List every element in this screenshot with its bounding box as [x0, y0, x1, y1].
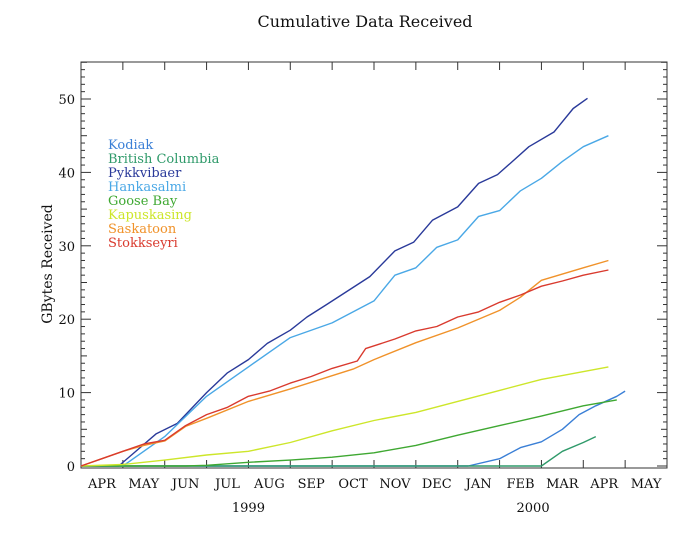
y-axis-label: GBytes Received: [40, 204, 56, 324]
y-tick-label: 0: [67, 460, 75, 475]
x-tick-label: JAN: [464, 477, 492, 492]
series-line-goose-bay: [81, 399, 617, 467]
x-tick-label: SEP: [298, 477, 325, 492]
series-line-stokkseyri: [80, 269, 609, 467]
series-line-hankasalmi: [81, 135, 609, 467]
legend-entry: Goose Bay: [108, 194, 178, 209]
x-tick-label: AUG: [253, 477, 285, 492]
y-tick-label: 50: [58, 93, 75, 108]
series-line-saskatoon: [80, 259, 609, 467]
x-tick-label: OCT: [338, 477, 368, 492]
year-label: 1999: [232, 501, 265, 516]
axis-ticks: 0 10 20 30 40 50 APR MAY JUN JUL AUG SEP OCT NOV DEC JA…: [58, 61, 668, 516]
legend-entry: Saskatoon: [108, 222, 177, 237]
chart-title: Cumulative Data Received: [257, 12, 472, 31]
legend-entry: Kapuskasing: [108, 208, 192, 223]
x-tick-label: MAY: [631, 477, 662, 492]
y-tick-label: 10: [58, 387, 75, 402]
y-tick-label: 20: [58, 313, 75, 328]
series-lines: [80, 97, 626, 467]
series-line-british-columbia: [81, 435, 597, 467]
series-line-kapuskasing: [80, 366, 609, 467]
x-tick-label: DEC: [422, 477, 452, 492]
legend-entry: British Columbia: [108, 152, 220, 167]
y-tick-label: 30: [58, 240, 75, 255]
year-label: 2000: [517, 501, 550, 516]
series-line-pykkvibaer: [81, 97, 588, 467]
x-tick-label: APR: [87, 477, 117, 492]
x-tick-label: MAR: [546, 477, 580, 492]
x-tick-label: JUN: [170, 477, 200, 492]
x-tick-label: MAY: [128, 477, 159, 492]
x-tick-label: JUL: [213, 477, 240, 492]
legend-entry: Hankasalmi: [108, 180, 186, 195]
x-tick-label: FEB: [506, 477, 534, 492]
legend-entry: Pykkvibaer: [108, 166, 182, 181]
x-tick-label: APR: [589, 477, 619, 492]
legend-entry: Kodiak: [108, 138, 153, 153]
y-tick-label: 40: [58, 166, 75, 181]
legend-entry: Stokkseyri: [108, 236, 178, 251]
x-tick-label: NOV: [379, 477, 411, 492]
